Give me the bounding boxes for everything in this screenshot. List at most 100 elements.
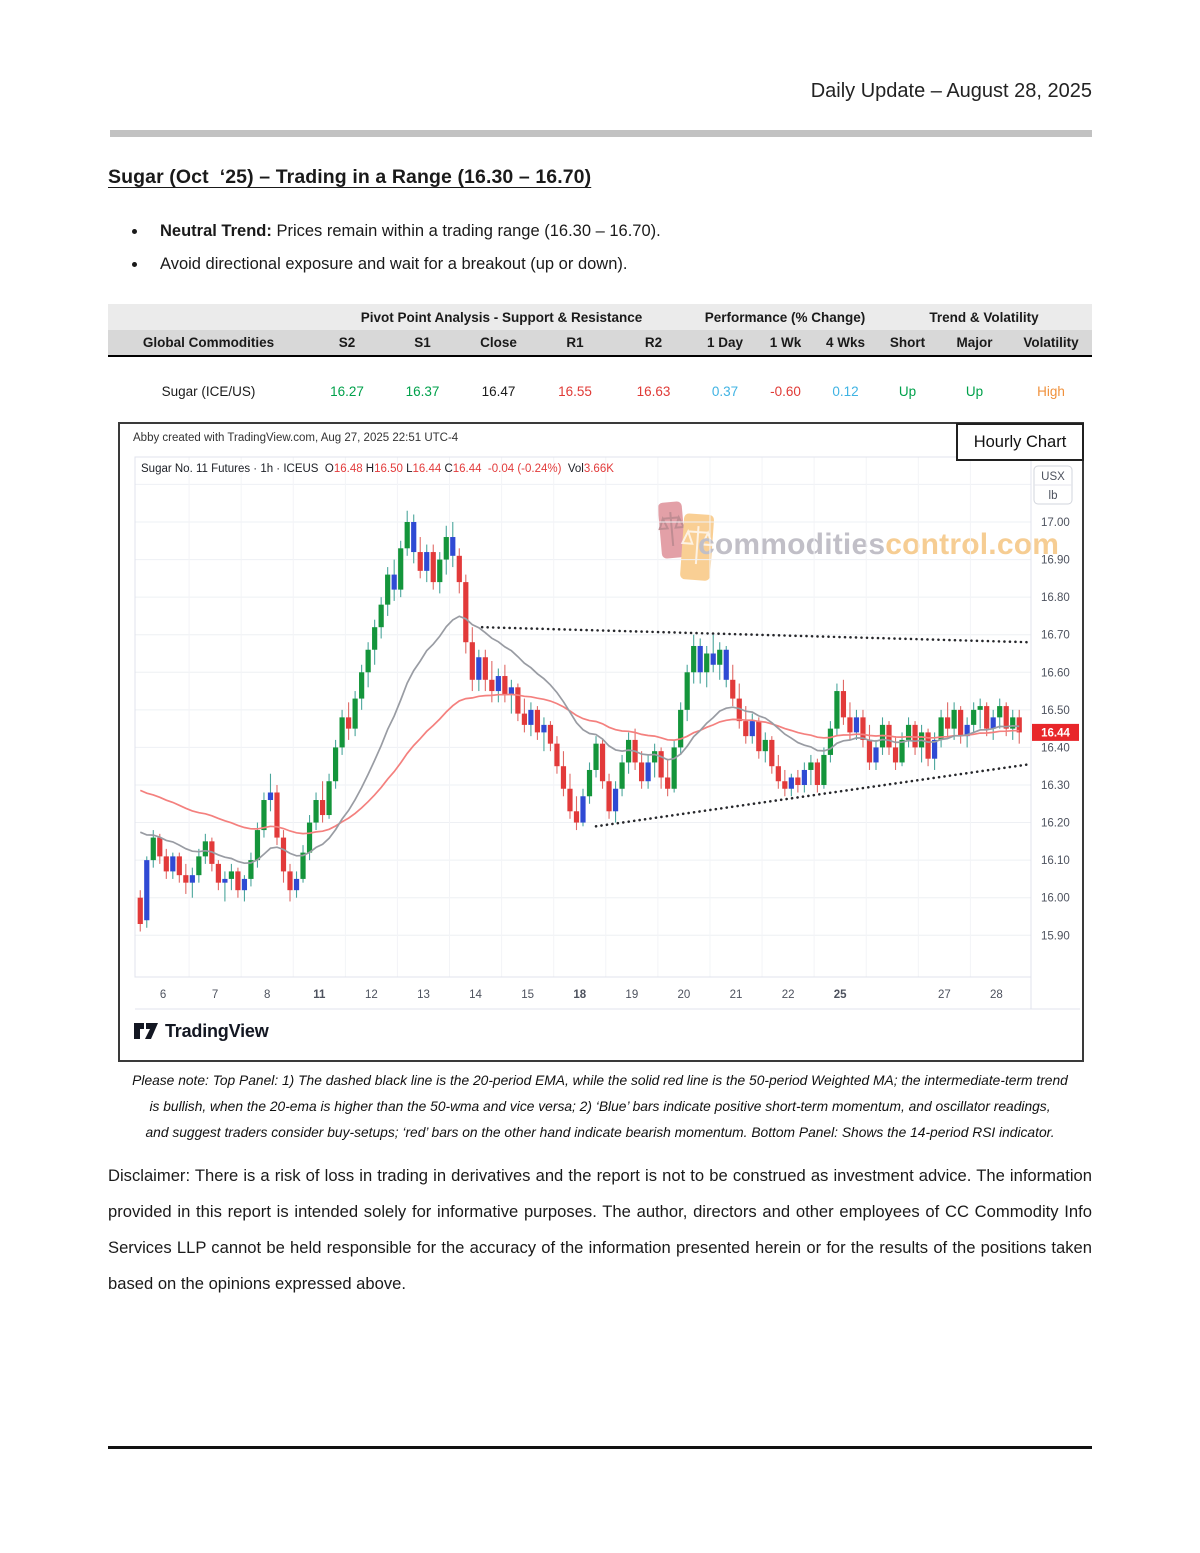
candle-body	[951, 709, 957, 729]
candle-body	[144, 860, 150, 921]
watermark-gray-text: commodities	[698, 528, 886, 561]
legend-part: C	[441, 463, 453, 475]
legend-part: 16.44	[452, 463, 482, 475]
candle-body	[925, 732, 931, 759]
candle-body	[385, 574, 391, 605]
col-s2: S2	[309, 330, 385, 357]
candle-body	[189, 875, 195, 883]
candle-body	[163, 856, 169, 872]
col-volatility: Volatility	[1010, 330, 1093, 357]
candle-body	[293, 878, 300, 891]
candle-body	[339, 717, 345, 748]
candle-body	[280, 837, 287, 872]
table-spacer-row	[108, 356, 1092, 378]
x-axis-label: 21	[730, 989, 743, 1001]
footnote-line: and suggest traders consider buy-setups;…	[145, 1125, 1055, 1140]
candle-body	[300, 852, 306, 879]
candle-body	[560, 766, 567, 789]
col-major: Major	[939, 330, 1011, 357]
candle-body	[827, 728, 834, 755]
ema20-line	[139, 615, 1020, 865]
legend-part: -0.04 (-0.24%)	[481, 463, 562, 475]
candle-body	[391, 574, 397, 590]
bullet-bold-label: Neutral Trend:	[160, 222, 272, 240]
col-close: Close	[460, 330, 537, 357]
col-r2: R2	[613, 330, 695, 357]
candle-body	[808, 762, 814, 770]
candle-body	[997, 706, 1003, 718]
tradingview-logo-icon	[134, 1023, 158, 1039]
x-axis-label: 15	[521, 989, 534, 1001]
candle-body	[489, 679, 495, 692]
header-date: Daily Update – August 28, 2025	[810, 80, 1092, 102]
commoditiescontrol-watermark-text: commoditiescontrol.com	[698, 528, 1059, 562]
last-price-value: 16.44	[1041, 727, 1070, 739]
candle-body	[411, 522, 417, 553]
legend-part: 3.66K	[583, 463, 614, 475]
candle-body	[346, 717, 352, 729]
bullet-neutral-trend: Neutral Trend: Prices remain within a tr…	[148, 222, 1048, 241]
candle-body	[443, 537, 449, 560]
candle-body	[378, 604, 384, 628]
candle-body	[404, 522, 410, 549]
pivot-table: Pivot Point Analysis - Support & Resista…	[108, 304, 1093, 404]
y-axis-label: 16.40	[1041, 742, 1070, 754]
candle-body	[306, 822, 313, 853]
last-price-badge	[1032, 723, 1079, 741]
group-header-performance: Performance (% Change)	[694, 304, 877, 330]
chart-attribution: Abby created with TradingView.com, Aug 2…	[133, 432, 459, 444]
candle-body	[958, 709, 964, 737]
footnote-line: is bullish, when the 20-ema is higher th…	[149, 1099, 1051, 1114]
candle-body	[372, 627, 378, 650]
table-cell: 0.37	[711, 383, 739, 399]
candle-body	[463, 582, 469, 643]
summary-bullets: Neutral Trend: Prices remain within a tr…	[148, 222, 1048, 288]
candle-body	[931, 739, 938, 759]
candle-body	[359, 672, 365, 699]
candle-body	[938, 717, 944, 740]
y-axis-label: 16.00	[1041, 893, 1070, 905]
candle-body	[502, 676, 508, 695]
candle-body	[671, 747, 677, 789]
chart-legend: Sugar No. 11 Futures · 1h · ICEUS O16.48…	[141, 463, 614, 475]
disclaimer-text: Disclaimer: There is a risk of loss in t…	[108, 1166, 1092, 1293]
x-axis-label: 19	[625, 989, 638, 1001]
candle-body	[1016, 717, 1022, 733]
legend-part: Sugar No. 11 Futures · 1h · ICEUS	[141, 463, 319, 475]
candle-body	[332, 747, 339, 782]
candle-body	[202, 841, 208, 857]
candle-body	[137, 897, 143, 924]
candle-body	[892, 747, 899, 763]
legend-part: H	[362, 463, 375, 475]
candle-body	[183, 875, 189, 883]
candle-body	[534, 709, 541, 733]
candle-body	[612, 788, 619, 812]
candle-body	[971, 709, 977, 725]
x-axis-label: 28	[990, 989, 1003, 1001]
candle-body	[762, 739, 768, 752]
legend-part: Vol	[561, 463, 584, 475]
legend-part: O	[318, 463, 334, 475]
candle-body	[170, 856, 176, 872]
candle-body	[417, 552, 423, 571]
candle-body	[821, 754, 827, 785]
y-axis-label: 16.30	[1041, 780, 1070, 792]
candle-body	[866, 739, 873, 763]
group-header-empty	[108, 304, 309, 330]
table-cell: 16.47	[481, 383, 516, 399]
candle-body	[599, 743, 606, 782]
commoditiescontrol-logo-icon	[657, 501, 714, 581]
candle-body	[1010, 717, 1016, 729]
candle-body	[326, 781, 332, 816]
x-axis-label: 12	[365, 989, 378, 1001]
candle-body	[704, 653, 710, 673]
candle-body	[424, 552, 430, 571]
x-axis-label: 11	[313, 989, 326, 1001]
candle-body	[684, 672, 690, 710]
candle-body	[984, 706, 990, 729]
candle-body	[274, 792, 280, 838]
candle-body	[834, 691, 840, 729]
legend-part: 16.50	[374, 463, 403, 475]
table-cell: 16.27	[330, 383, 364, 399]
candle-body	[476, 657, 482, 680]
